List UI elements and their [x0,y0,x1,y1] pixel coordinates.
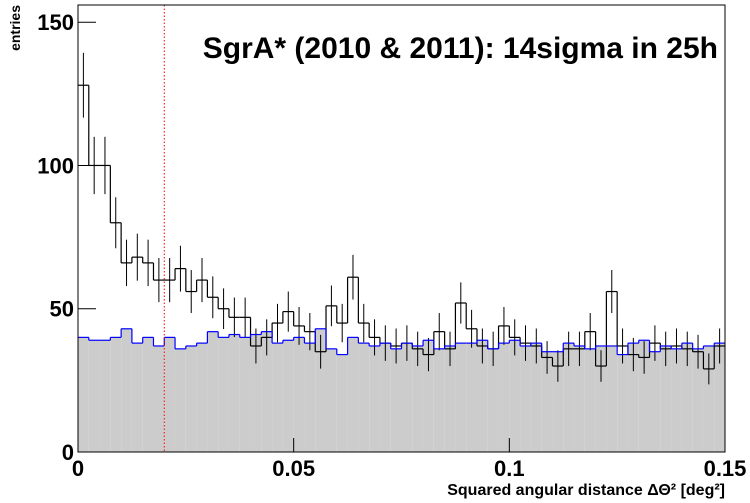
off-bar [142,337,154,452]
off-bar [509,340,521,452]
off-bar [304,343,316,452]
x-tick-label: 0.1 [494,456,525,481]
off-bar [228,334,240,452]
off-bar [606,345,618,452]
off-bar [574,345,585,452]
off-bar [250,334,262,452]
off-bar [293,337,305,452]
off-bar [520,345,531,452]
x-tick-label: 0.15 [704,456,747,481]
off-bar [196,343,208,452]
x-axis-label: Squared angular distance ΔΘ² [deg²] [447,482,725,499]
off-bar [369,345,380,452]
y-axis-label: entries [7,5,23,51]
off-bar [660,345,672,452]
off-bar [498,343,510,452]
off-bar [78,337,89,452]
off-bar [401,343,413,452]
off-bar [681,343,693,452]
x-tick-label: 0.05 [272,456,315,481]
off-bar [444,345,456,452]
off-bar [326,348,337,452]
off-bar [185,345,197,452]
off-bar [207,331,219,452]
off-bar [714,343,725,452]
off-bar [671,348,682,452]
off-bar [563,343,575,452]
off-bar [584,348,596,452]
off-bar [617,354,628,452]
off-bar [153,345,165,452]
off-bar [272,343,283,452]
off-bar [336,354,348,452]
off-bar [175,348,186,452]
y-tick-label: 50 [50,297,74,322]
y-tick-label: 0 [62,440,74,465]
frame [77,4,726,453]
off-bar [541,351,553,452]
off-bar [347,337,359,452]
off-bar [218,337,229,452]
off-bar [358,343,370,452]
off-bar [110,337,122,452]
off-bar [88,340,100,452]
off-bar [99,340,111,452]
off-bar [315,328,327,452]
step-connector [88,328,715,355]
off-bar [692,348,704,452]
off-bar [433,348,445,452]
off-bar [390,348,402,452]
off-bar [649,351,661,452]
y-tick-label: 150 [37,10,74,35]
off-bar [476,340,488,452]
off-bar [552,351,564,452]
off-bar [121,328,132,452]
off-bar [627,343,639,452]
chart-title: SgrA* (2010 & 2011): 14sigma in 25h [203,32,718,65]
plot-area [78,5,725,452]
off-bar [282,340,294,452]
off-bar [466,343,477,452]
off-bar [379,343,391,452]
off-bar [703,345,715,452]
off-bar [530,343,542,452]
x-tick-label: 0 [72,456,84,481]
y-tick-label: 100 [37,153,74,178]
off-bar [455,343,467,452]
off-bar [164,337,176,452]
off-bar [487,348,499,452]
off-bar [261,331,273,452]
off-bar [239,337,251,452]
off-bar [638,340,650,452]
off-bar [131,343,143,452]
off-bar [423,340,434,452]
off-bar [595,345,607,452]
off-bar [412,345,424,452]
